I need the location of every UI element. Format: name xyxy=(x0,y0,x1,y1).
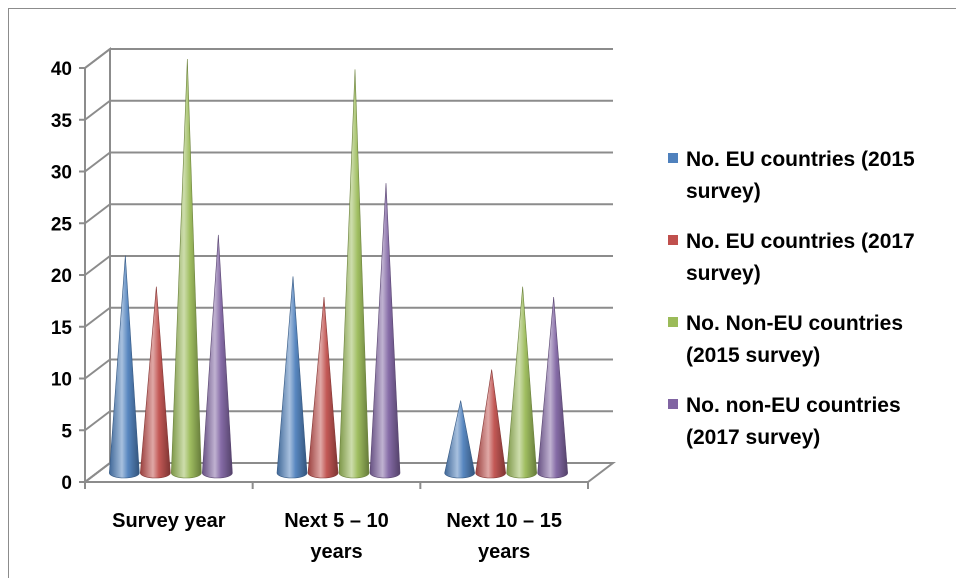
legend-item: No. non-EU countries (2017 survey) xyxy=(668,390,958,454)
x-category-label: Next 10 – 15 years xyxy=(446,510,562,563)
legend-label: No. EU countries (2017 survey) xyxy=(686,230,915,285)
y-tick-label: 25 xyxy=(51,214,73,235)
cone-3-1 xyxy=(171,58,202,479)
y-tick-label: 15 xyxy=(51,318,73,339)
legend-label: No. EU countries (2015 survey) xyxy=(686,148,915,203)
cone-1-1 xyxy=(109,255,140,479)
axes xyxy=(79,67,589,489)
gridline-diagonal xyxy=(84,306,111,328)
cones xyxy=(109,58,568,479)
chart-frame xyxy=(8,8,956,578)
y-axis-ticks: 0 5 10 15 20 25 30 35 40 xyxy=(51,59,73,494)
legend-swatch xyxy=(668,235,678,245)
cone-2-1 xyxy=(140,286,171,479)
y-tick-label: 10 xyxy=(51,370,72,391)
cone-2-3 xyxy=(475,369,506,479)
y-tick-label: 5 xyxy=(61,421,72,442)
gridline-diagonal xyxy=(84,48,111,69)
gridline-diagonal xyxy=(84,99,111,121)
legend-label: No. non-EU countries (2017 survey) xyxy=(686,394,901,449)
legend-item: No. Non-EU countries (2015 survey) xyxy=(668,308,958,372)
cone-1-2 xyxy=(276,276,308,479)
legend-item: No. EU countries (2015 survey) xyxy=(668,144,958,208)
y-tick-label: 40 xyxy=(51,59,72,80)
x-axis-labels: Survey year Next 5 – 10 years Next 10 – 15 y… xyxy=(112,510,562,563)
x-category-label: Next 5 – 10 years xyxy=(284,510,389,563)
y-tick-label: 20 xyxy=(51,266,72,287)
gridline-diagonal xyxy=(84,462,111,483)
gridline-diagonal xyxy=(84,410,111,432)
cone-3-3 xyxy=(506,286,537,479)
y-tick-label: 0 xyxy=(61,473,72,494)
legend-swatch xyxy=(668,153,678,163)
gridline-diagonal xyxy=(84,203,111,225)
cone-4-2 xyxy=(369,183,401,479)
legend-item: No. EU countries (2017 survey) xyxy=(668,226,958,290)
legend-label: No. Non-EU countries (2015 survey) xyxy=(686,312,904,367)
legend-swatch xyxy=(668,399,678,409)
y-tick-label: 35 xyxy=(51,111,73,132)
y-tick-label: 30 xyxy=(51,163,72,184)
cone-4-1 xyxy=(202,234,233,479)
cone-2-2 xyxy=(307,297,339,479)
cone-4-3 xyxy=(537,297,568,479)
x-category-label: Survey year xyxy=(112,510,226,532)
cone-3-2 xyxy=(338,69,370,479)
gridline-diagonal xyxy=(84,358,111,380)
gridline-diagonal xyxy=(84,255,111,276)
legend: No. EU countries (2015 survey) No. EU coun… xyxy=(668,144,958,472)
legend-swatch xyxy=(668,317,678,327)
gridline-diagonal xyxy=(84,151,111,173)
cone-1-3 xyxy=(444,400,475,479)
